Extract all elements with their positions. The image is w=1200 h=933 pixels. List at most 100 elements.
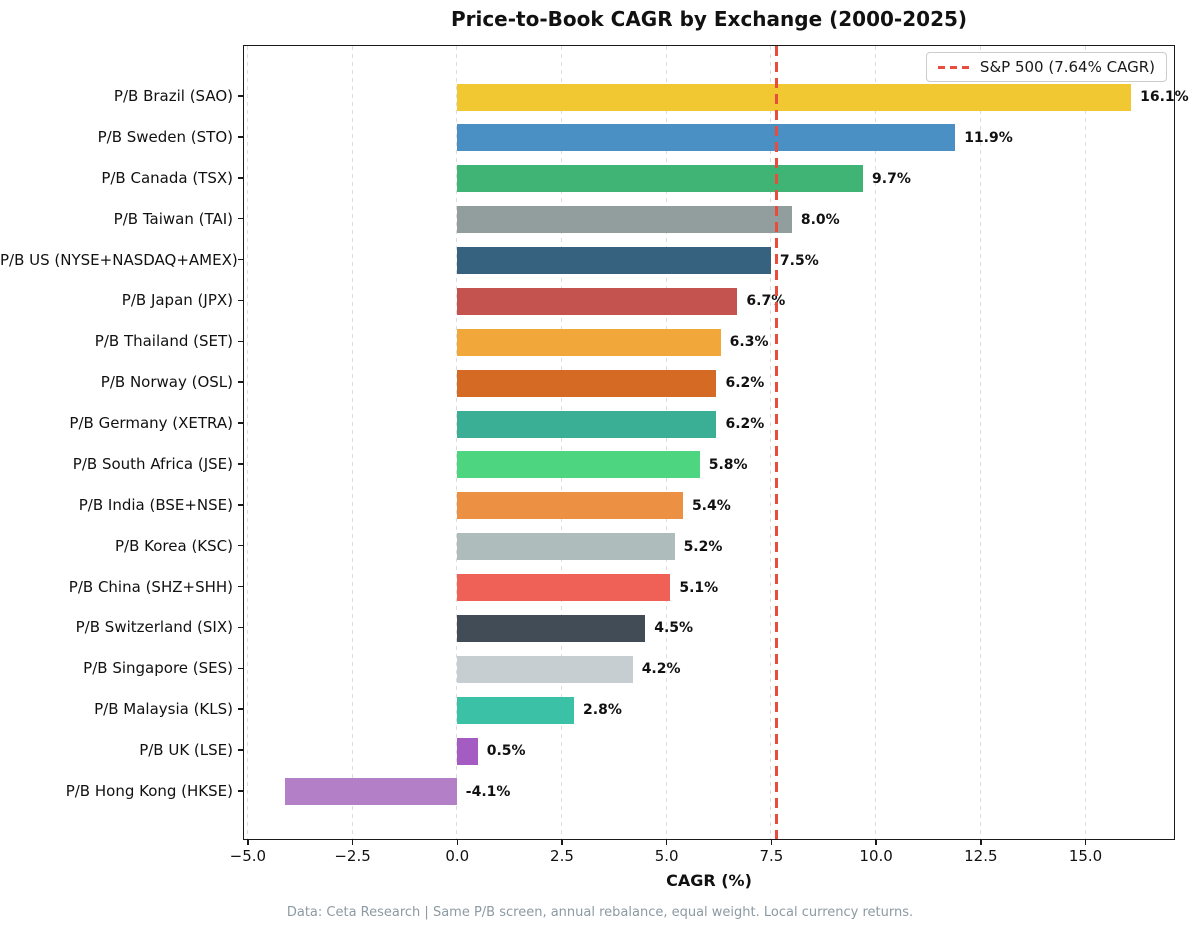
x-tick-label: 7.5 bbox=[759, 847, 784, 865]
bar bbox=[456, 655, 633, 683]
bar-value-label: 6.2% bbox=[725, 375, 765, 392]
y-tick-mark bbox=[238, 381, 243, 383]
y-tick-mark bbox=[238, 299, 243, 302]
gridline bbox=[560, 46, 562, 839]
bar bbox=[456, 328, 721, 356]
y-tick-mark bbox=[238, 177, 243, 179]
bar bbox=[456, 124, 956, 152]
bar bbox=[456, 287, 738, 315]
bar bbox=[456, 369, 717, 397]
y-axis-label: P/B Korea (KSC) bbox=[115, 536, 233, 555]
y-tick-mark bbox=[238, 217, 243, 220]
y-tick-mark bbox=[238, 340, 243, 343]
bar-value-label: 5.4% bbox=[691, 497, 731, 514]
bar-value-label: 9.7% bbox=[872, 170, 911, 187]
bar bbox=[456, 451, 700, 479]
bar bbox=[456, 492, 683, 520]
y-tick-mark bbox=[238, 136, 243, 138]
bar-value-label: 4.5% bbox=[654, 620, 694, 637]
x-tick-mark bbox=[665, 840, 668, 845]
y-axis-label: P/B Singapore (SES) bbox=[83, 659, 233, 678]
bar-value-label: 4.2% bbox=[641, 661, 681, 678]
y-axis-label: P/B Brazil (SAO) bbox=[113, 87, 233, 105]
y-axis-label: P/B India (BSE+NSE) bbox=[78, 495, 233, 514]
y-axis-label: P/B Thailand (SET) bbox=[94, 332, 233, 351]
bar-value-label: 5.2% bbox=[683, 538, 723, 555]
y-axis-label: P/B Canada (TSX) bbox=[101, 168, 233, 187]
bar-value-label: 11.9% bbox=[964, 129, 1013, 146]
bar-value-label: -4.1% bbox=[465, 783, 511, 800]
bar bbox=[456, 83, 1132, 111]
y-axis-label: P/B Malaysia (KLS) bbox=[94, 700, 233, 719]
bar bbox=[456, 737, 478, 765]
legend: S&P 500 (7.64% CAGR) bbox=[925, 52, 1167, 82]
bar-value-label: 5.1% bbox=[679, 579, 719, 596]
bar bbox=[285, 778, 457, 806]
y-axis-label: P/B Germany (XETRA) bbox=[69, 414, 233, 433]
footer-note: Data: Ceta Research | Same P/B screen, a… bbox=[286, 905, 914, 920]
bar bbox=[456, 614, 646, 642]
bar bbox=[456, 165, 864, 193]
bar bbox=[456, 410, 717, 438]
y-tick-mark bbox=[238, 95, 243, 97]
x-tick-mark bbox=[875, 840, 877, 845]
legend-dashed-line-icon bbox=[937, 65, 970, 69]
y-tick-mark bbox=[238, 585, 243, 588]
x-tick-mark bbox=[247, 840, 249, 845]
chart-title: Price-to-Book CAGR by Exchange (2000-202… bbox=[450, 7, 968, 31]
bar-value-label: 6.2% bbox=[725, 416, 765, 433]
bar bbox=[456, 574, 671, 602]
y-axis-label: P/B Norway (OSL) bbox=[100, 373, 233, 392]
bar bbox=[456, 247, 771, 275]
x-tick-mark bbox=[561, 840, 563, 845]
gridline bbox=[875, 46, 877, 839]
y-axis-label: P/B Hong Kong (HKSE) bbox=[65, 781, 233, 800]
x-tick-label: −2.5 bbox=[334, 847, 371, 865]
y-axis-label: P/B US (NYSE+NASDAQ+AMEX) bbox=[0, 250, 238, 269]
x-tick-mark bbox=[351, 840, 354, 845]
bar-value-label: 2.8% bbox=[583, 702, 622, 719]
x-tick-mark bbox=[770, 840, 773, 845]
reference-line bbox=[775, 46, 779, 839]
y-axis-label: P/B South Africa (JSE) bbox=[72, 454, 233, 473]
x-tick-label: 12.5 bbox=[964, 847, 998, 865]
x-tick-label: 0.0 bbox=[445, 847, 470, 865]
bar bbox=[456, 696, 575, 724]
bar bbox=[456, 533, 675, 561]
x-axis-title: CAGR (%) bbox=[666, 871, 752, 890]
gridline bbox=[246, 46, 248, 839]
gridline bbox=[979, 46, 981, 839]
y-axis-label: P/B Switzerland (SIX) bbox=[75, 618, 233, 637]
y-tick-mark bbox=[238, 790, 243, 792]
x-tick-label: 2.5 bbox=[550, 847, 574, 865]
y-tick-mark bbox=[238, 422, 243, 424]
gridline bbox=[1084, 46, 1086, 839]
bar-value-label: 16.1% bbox=[1140, 89, 1189, 105]
legend-label: S&P 500 (7.64% CAGR) bbox=[979, 58, 1155, 76]
y-axis-label: P/B Taiwan (TAI) bbox=[113, 209, 233, 228]
bar-value-label: 7.5% bbox=[779, 252, 819, 269]
bar-value-label: 5.8% bbox=[708, 456, 748, 473]
x-tick-label: 5.0 bbox=[654, 847, 679, 865]
x-tick-mark bbox=[1084, 840, 1087, 845]
x-tick-label: 10.0 bbox=[859, 847, 893, 865]
bar-value-label: 6.7% bbox=[746, 293, 786, 310]
x-tick-mark bbox=[456, 840, 459, 845]
y-axis-label: P/B China (SHZ+SHH) bbox=[68, 577, 233, 596]
y-tick-mark bbox=[238, 463, 243, 465]
gridline bbox=[351, 46, 353, 839]
y-tick-mark bbox=[238, 504, 243, 506]
bar-value-label: 8.0% bbox=[800, 211, 840, 228]
y-tick-mark bbox=[238, 544, 243, 547]
y-tick-mark bbox=[238, 667, 243, 670]
y-axis-label: P/B Sweden (STO) bbox=[97, 127, 233, 146]
x-tick-label: 15.0 bbox=[1068, 847, 1103, 865]
bar-value-label: 0.5% bbox=[486, 743, 526, 760]
bar bbox=[456, 206, 792, 234]
gridline bbox=[770, 46, 772, 839]
bar-value-label: 6.3% bbox=[729, 334, 769, 351]
gridline bbox=[456, 46, 458, 839]
x-tick-label: −5.0 bbox=[229, 847, 267, 865]
y-tick-mark bbox=[238, 708, 243, 710]
